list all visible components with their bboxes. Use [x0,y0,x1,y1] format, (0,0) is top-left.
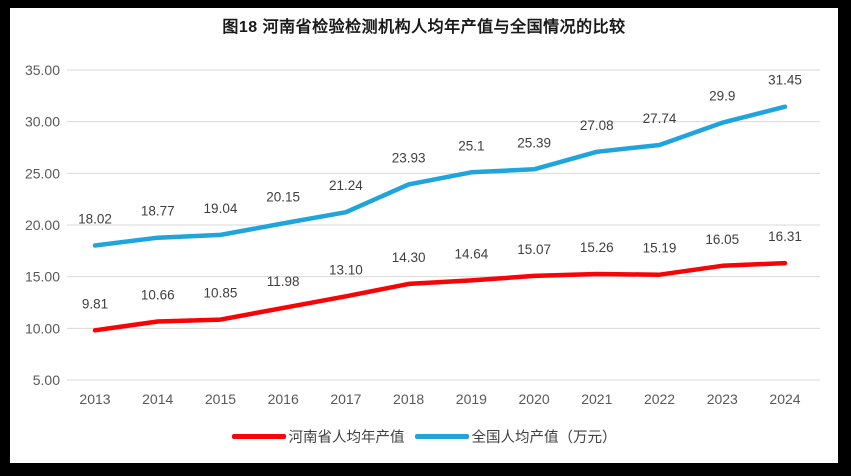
x-axis-tick-label: 2024 [769,391,800,407]
data-label-national: 23.93 [392,150,426,165]
y-axis-tick-label: 30.00 [25,114,60,130]
data-label-henan: 15.07 [517,242,551,257]
chart-title: 图18 河南省检验检测机构人均年产值与全国情况的比较 [222,19,626,36]
x-axis-tick-label: 2014 [142,391,173,407]
chart-legend: 河南省人均年产值 全国人均产值（万元） [10,426,838,447]
data-label-national: 25.1 [458,138,484,153]
x-axis-tick-label: 2018 [393,391,424,407]
data-label-henan: 11.98 [267,274,300,289]
y-axis-tick-label: 35.00 [25,62,60,78]
y-axis-tick-label: 15.00 [25,269,60,285]
data-label-henan: 16.31 [768,229,802,244]
y-axis-tick-label: 5.00 [33,372,60,388]
x-axis-tick-label: 2023 [707,391,738,407]
chart-area: 图18 河南省检验检测机构人均年产值与全国情况的比较 35.00 30.00 25.… [10,8,838,463]
x-axis-tick-label: 2021 [581,391,612,407]
series-line-national[interactable] [92,104,788,248]
x-axis-tick-label: 2016 [268,391,299,407]
data-label-national: 29.9 [709,89,735,104]
x-axis-tick-label: 2017 [330,391,361,407]
series-line-henan[interactable] [92,260,788,333]
data-label-national: 31.45 [768,73,802,88]
y-axis-tick-label: 25.00 [25,165,60,181]
data-label-national: 27.74 [643,111,677,126]
x-axis-tick-label: 2022 [644,391,675,407]
x-axis-tick-label: 2015 [205,391,236,407]
data-label-national: 20.15 [266,189,300,204]
x-axis-tick-label: 2013 [79,391,110,407]
data-label-national: 27.08 [580,118,614,133]
legend-item-henan[interactable]: 河南省人均年产值 [231,426,405,447]
data-label-henan: 16.05 [705,232,739,247]
data-label-national: 21.24 [329,178,363,193]
data-label-national: 19.04 [204,201,238,216]
data-label-henan: 13.10 [329,262,363,277]
data-label-henan: 14.30 [392,250,426,265]
data-label-henan: 14.64 [454,246,488,261]
data-label-henan: 15.19 [643,241,677,256]
legend-label-henan: 河南省人均年产值 [288,430,405,446]
legend-swatch-henan-red-line [231,434,286,439]
y-axis-tick-label: 10.00 [25,320,60,336]
y-axis-tick-label: 20.00 [25,217,60,233]
data-label-national: 18.77 [141,204,175,219]
line-chart-plot: 35.00 30.00 25.00 20.00 15.00 10.00 5.00 2013 20… [25,62,820,407]
data-label-henan: 10.66 [141,288,175,303]
x-axis-tick-label: 2019 [456,391,487,407]
legend-label-national: 全国人均产值（万元） [471,430,617,446]
data-label-henan: 10.85 [204,286,238,301]
x-axis-tick-label: 2020 [519,391,550,407]
legend-item-national[interactable]: 全国人均产值（万元） [414,426,617,447]
data-label-national: 18.02 [78,211,112,226]
data-label-henan: 9.81 [82,296,108,311]
legend-swatch-national-blue-line [414,434,469,439]
data-label-henan: 15.26 [580,240,614,255]
data-label-national: 25.39 [517,135,551,150]
